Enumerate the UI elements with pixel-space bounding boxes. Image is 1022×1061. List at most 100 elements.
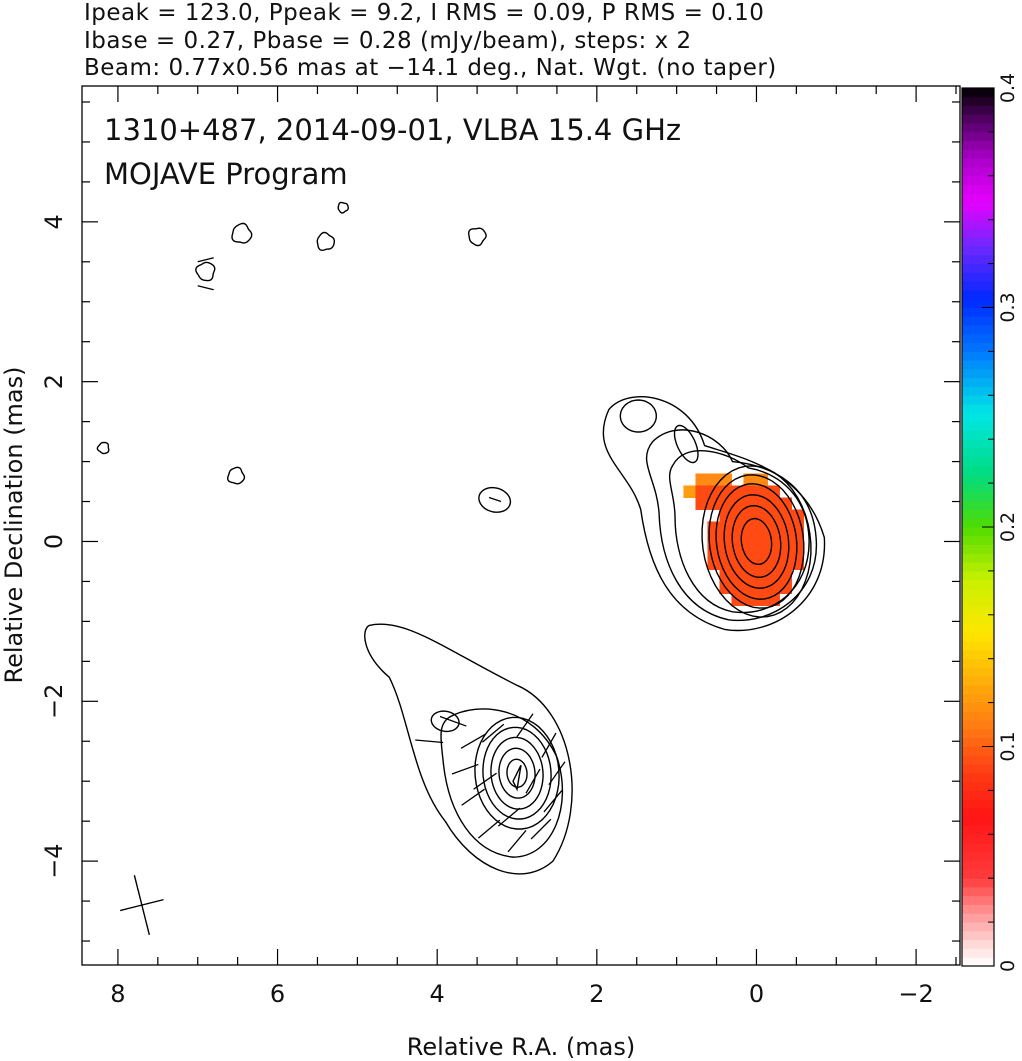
polarization-pixel xyxy=(779,581,792,594)
colorbar-segment xyxy=(962,606,994,616)
colorbar-segment xyxy=(962,930,994,941)
colorbar-segment xyxy=(962,518,994,528)
polarization-pixel xyxy=(743,473,756,486)
polarization-pixel xyxy=(695,485,708,498)
colorbar-tick-label: 0.3 xyxy=(997,292,1019,322)
stats-line-peaks: Ipeak = 123.0, Ppeak = 9.2, I RMS = 0.09… xyxy=(84,0,765,26)
colorbar-segment xyxy=(962,193,994,203)
colorbar-segment xyxy=(962,957,994,967)
colorbar-segment xyxy=(962,237,994,247)
colorbar-segment xyxy=(962,913,994,923)
component-contour-inner-5 xyxy=(506,758,528,788)
noise-contour xyxy=(478,486,512,513)
colorbar-segment xyxy=(962,149,994,159)
colorbar-segment xyxy=(962,728,994,739)
polarization-pixel xyxy=(767,581,780,594)
colorbar-segment xyxy=(962,825,994,835)
polarization-pixel xyxy=(767,557,780,570)
colorbar-segment xyxy=(962,140,994,150)
colorbar-segment xyxy=(962,158,994,168)
noise-contour xyxy=(467,227,487,247)
colorbar-segment xyxy=(962,781,994,791)
core-contour-inner-2 xyxy=(708,474,805,609)
colorbar-segment xyxy=(962,922,994,932)
colorbar-segment xyxy=(962,360,994,370)
stats-line-base: Ibase = 0.27, Pbase = 0.28 (mJy/beam), s… xyxy=(84,28,692,54)
y-tick-label: 0 xyxy=(40,534,68,549)
colorbar-segment xyxy=(962,939,994,949)
polarization-pixel xyxy=(731,497,744,510)
colorbar-segment xyxy=(962,799,994,809)
colorbar-segment xyxy=(962,720,994,730)
colorbar-segment xyxy=(962,131,994,142)
map-subtitle: MOJAVE Program xyxy=(104,157,348,191)
polarization-pixel xyxy=(683,485,696,498)
polarization-vector xyxy=(461,788,485,806)
component-contour-inner-4 xyxy=(498,747,536,799)
colorbar-segment xyxy=(962,948,994,958)
polarization-vector xyxy=(488,496,502,503)
polarization-pixel xyxy=(755,521,768,534)
y-tick-label: −2 xyxy=(40,684,68,719)
colorbar-segment xyxy=(962,439,994,449)
polarization-pixel xyxy=(743,521,756,534)
x-tick-label: −2 xyxy=(898,980,933,1008)
colorbar-segment xyxy=(962,834,994,844)
polarization-pixel xyxy=(719,521,732,534)
colorbar-segment xyxy=(962,597,994,607)
colorbar-segment xyxy=(962,105,994,115)
colorbar-tick-label: 0.4 xyxy=(997,73,1019,103)
noise-contour xyxy=(231,222,253,244)
colorbar-segment xyxy=(962,860,994,870)
polarization-pixel xyxy=(743,545,756,558)
beam-minor-axis xyxy=(120,898,164,912)
polarization-pixel xyxy=(767,533,780,546)
colorbar-segment xyxy=(962,772,994,783)
colorbar-segment xyxy=(962,219,994,229)
colorbar-segment xyxy=(962,895,994,905)
polarization-pixel xyxy=(695,497,708,510)
polarization-pixel xyxy=(755,473,768,486)
polarization-vector xyxy=(197,285,214,291)
colorbar-segment xyxy=(962,184,994,194)
colorbar-tick-label: 0.2 xyxy=(997,512,1019,542)
colorbar-segment xyxy=(962,386,994,396)
colorbar-segment xyxy=(962,325,994,335)
colorbar-segment xyxy=(962,430,994,440)
colorbar-segment xyxy=(962,500,994,510)
polarization-vector xyxy=(477,819,501,839)
colorbar-segment xyxy=(962,667,994,677)
noise-contour xyxy=(195,261,216,282)
colorbar-segment xyxy=(962,649,994,660)
polarization-pixel xyxy=(695,473,708,486)
polarization-vector xyxy=(507,829,527,853)
core-contour-outer xyxy=(602,396,826,632)
colorbar-segment xyxy=(962,447,994,458)
polarization-pixel xyxy=(731,581,744,594)
noise-contour xyxy=(96,441,110,455)
polarization-pixel xyxy=(755,569,768,582)
core-contour-island xyxy=(619,399,658,433)
core-contour-inner-6 xyxy=(740,517,773,565)
colorbar-segment xyxy=(962,562,994,572)
colorbar-segment xyxy=(962,641,994,651)
polarization-pixel xyxy=(755,545,768,558)
colorbar-segment xyxy=(962,886,994,897)
polarization-vector xyxy=(439,715,467,727)
polarization-pixel xyxy=(707,473,720,486)
component-contour-inner-1 xyxy=(474,716,560,830)
colorbar-segment xyxy=(962,816,994,826)
colorbar-segment xyxy=(962,693,994,703)
x-axis-label: Relative R.A. (mas) xyxy=(407,1033,635,1061)
colorbar-tick-label: 0.1 xyxy=(997,731,1019,761)
colorbar-segment xyxy=(962,623,994,633)
colorbar-segment xyxy=(962,588,994,598)
colorbar-segment xyxy=(962,658,994,668)
polarization-pixel xyxy=(719,533,732,546)
colorbar-segment xyxy=(962,377,994,387)
colorbar-segment xyxy=(962,807,994,818)
colorbar-segment xyxy=(962,289,994,300)
colorbar-segment xyxy=(962,851,994,862)
polarization-vector xyxy=(541,732,557,758)
polarization-vector xyxy=(451,763,479,775)
